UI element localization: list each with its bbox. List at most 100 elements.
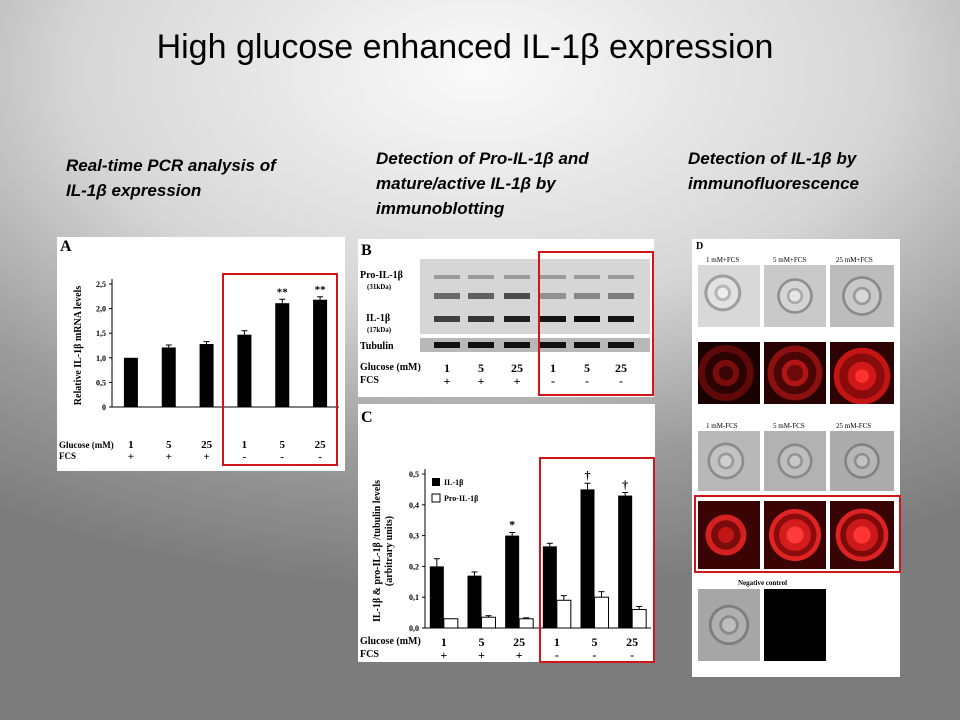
y-axis-label: (arbitrary units) xyxy=(384,516,395,586)
significance-marker: † xyxy=(622,477,628,491)
y-axis-label: Relative IL-1β mRNA levels xyxy=(73,286,84,406)
if-label-5mm-nofcs: 5 mM-FCS xyxy=(773,422,805,430)
il1b-kda: (17kDa) xyxy=(367,326,392,334)
lane-glucose-label: 1 xyxy=(550,361,556,375)
panel-d-letter: D xyxy=(696,241,704,252)
y-tick-label: 0,5 xyxy=(96,378,106,387)
blot-band-faint xyxy=(504,275,530,279)
lane-fcs-label: - xyxy=(551,374,555,388)
y-tick-label: 1,0 xyxy=(96,354,106,363)
blot-band-tubulin xyxy=(608,342,634,348)
x-glucose-label: 25 xyxy=(201,439,213,451)
blot-band-il xyxy=(608,316,634,322)
il1b-label: IL-1β xyxy=(366,313,390,324)
x-glucose-label: 25 xyxy=(626,635,638,649)
y-tick-label: 2,0 xyxy=(96,305,106,314)
panel-b-letter: B xyxy=(361,242,372,259)
x-fcs-label: - xyxy=(318,451,322,463)
blot-band-tubulin xyxy=(434,342,460,348)
y-tick-label: 0,0 xyxy=(409,624,419,633)
bar-a-0 xyxy=(123,357,138,407)
x-glucose-label: 5 xyxy=(280,439,286,451)
bar-pro-il1b-0 xyxy=(443,618,459,629)
bar-il1b-1 xyxy=(467,575,482,628)
blot-band-tubulin xyxy=(504,342,530,348)
pro-il1b-label: Pro-IL-1β xyxy=(360,270,403,281)
x-glucose-label: 5 xyxy=(166,439,172,451)
panel-b: B Pro-IL-1β (31kDa) IL-1β (17kDa) Tubulin 1 +5 +… xyxy=(358,239,654,397)
if-dic-image-5mm-nofcs xyxy=(764,431,826,491)
x-fcs-label: + xyxy=(478,648,485,662)
x-fcs-label: + xyxy=(516,648,523,662)
lane-fcs-label: - xyxy=(585,374,589,388)
significance-marker: * xyxy=(509,518,515,532)
bar-a-1 xyxy=(161,347,176,407)
if-dic-image-25mm-nofcs xyxy=(830,431,894,491)
legend-label-il1b: IL-1β xyxy=(444,478,463,487)
bar-pro-il1b-1 xyxy=(481,616,496,629)
y-tick-label: 0,5 xyxy=(409,470,419,479)
panel-a-letter: A xyxy=(60,238,72,255)
y-tick-label: 0,2 xyxy=(409,562,419,571)
if-fluor-image-5mm-fcs xyxy=(764,342,826,404)
blot-band-pro xyxy=(574,293,600,299)
pcr-section-label: Real-time PCR analysis of IL-1β expressi… xyxy=(66,156,276,200)
blot-band-tubulin xyxy=(540,342,566,348)
row-glucose-label: Glucose (mM) xyxy=(360,636,421,647)
bar-pro-il1b-5 xyxy=(631,609,647,629)
x-fcs-label: + xyxy=(440,648,447,662)
x-fcs-label: - xyxy=(555,648,559,662)
legend-swatch-pro xyxy=(431,493,441,503)
lane-fcs-label: + xyxy=(514,374,521,388)
lane-fcs-label: + xyxy=(444,374,451,388)
blot-band-pro xyxy=(504,293,530,299)
blot-band-faint xyxy=(608,275,634,279)
western-blot: BPro-IL-1β(31kDa)IL-1β(17kDa)Tubulin1+5+… xyxy=(360,242,650,388)
bar-pro-il1b-4 xyxy=(594,596,609,629)
blot-band-pro xyxy=(434,293,460,299)
if-fluor-image-25mm-fcs xyxy=(830,342,894,404)
if-fluor-image-5mm-nofcs xyxy=(764,501,826,569)
bar-pro-il1b-2 xyxy=(518,618,534,629)
x-fcs-label: - xyxy=(243,451,247,463)
y-tick-label: 0,1 xyxy=(409,593,419,602)
if-section-label: Detection of IL-1β by immunofluorescence xyxy=(688,149,859,193)
row-fcs-label: FCS xyxy=(360,649,379,660)
if-fluor-image-1mm-fcs xyxy=(698,342,760,404)
bar-il1b-4 xyxy=(580,489,595,628)
blot-section-label: Detection of Pro-IL-1β and mature/active… xyxy=(376,149,589,218)
x-fcs-label: - xyxy=(630,648,634,662)
blot-quant-bar-chart: C 0,0 0,1 0,2 0,3 0,4 0,5 IL-1β & pro-IL-1β /tu… xyxy=(360,409,651,662)
if-dic-image-5mm-fcs xyxy=(764,265,826,327)
if-label-25mm-fcs: 25 mM+FCS xyxy=(836,256,873,264)
bar-il1b-0 xyxy=(429,566,444,628)
if-label-5mm-fcs: 5 mM+FCS xyxy=(773,256,807,264)
if-fluor-image-1mm-nofcs xyxy=(698,501,760,569)
x-glucose-label: 1 xyxy=(242,439,248,451)
x-fcs-label: + xyxy=(166,451,172,463)
bar-il1b-2 xyxy=(505,535,520,628)
y-tick-label: 2,5 xyxy=(96,280,106,289)
blot-band-il xyxy=(540,316,566,322)
x-fcs-label: - xyxy=(593,648,597,662)
significance-marker: ** xyxy=(315,284,327,296)
if-label-1mm-fcs: 1 mM+FCS xyxy=(706,256,740,264)
if-negative-control-label: Negative control xyxy=(738,579,788,587)
lane-glucose-label: 1 xyxy=(444,361,450,375)
blot-band-tubulin xyxy=(468,342,494,348)
if-label-25mm-nofcs: 25 mM-FCS xyxy=(836,422,872,430)
significance-marker: † xyxy=(585,468,591,482)
panel-c-letter: C xyxy=(361,409,373,426)
legend-swatch-il1b xyxy=(432,478,440,486)
x-glucose-label: 1 xyxy=(128,439,134,451)
blot-band-pro xyxy=(468,293,494,299)
blot-band-il xyxy=(468,316,494,322)
x-glucose-label: 1 xyxy=(554,635,560,649)
x-fcs-label: + xyxy=(128,451,134,463)
lane-glucose-label: 5 xyxy=(584,361,590,375)
if-negative-dic-image xyxy=(698,589,760,661)
row-fcs-label: FCS xyxy=(360,375,379,386)
x-fcs-label: + xyxy=(203,451,209,463)
if-fluor-image-25mm-nofcs xyxy=(830,501,894,569)
lane-fcs-label: - xyxy=(619,374,623,388)
